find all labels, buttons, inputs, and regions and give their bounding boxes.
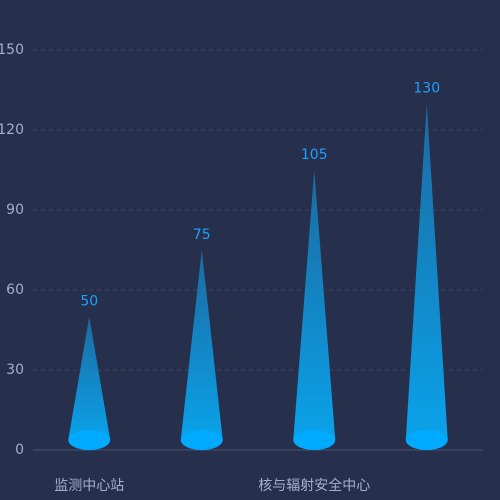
cone: [68, 316, 111, 440]
value-label: 130: [413, 80, 440, 96]
cone: [180, 250, 223, 440]
x-tick-label: 监测中心站: [54, 478, 124, 494]
cone-base: [293, 430, 336, 450]
value-label: 50: [80, 294, 98, 310]
y-tick-label: 120: [0, 122, 24, 138]
x-tick-label: 核与辐射安全中心: [258, 477, 370, 494]
y-tick-label: 90: [6, 202, 24, 218]
cone: [293, 170, 336, 440]
cone: [405, 103, 448, 440]
cone-base: [405, 430, 448, 450]
y-tick-label: 0: [15, 442, 24, 458]
y-tick-label: 30: [6, 362, 24, 378]
y-tick-label: 150: [0, 42, 24, 58]
value-label: 105: [301, 147, 328, 163]
cone-base: [180, 430, 223, 450]
y-tick-label: 60: [6, 282, 24, 298]
cone-base: [68, 430, 111, 450]
value-label: 75: [193, 227, 211, 243]
